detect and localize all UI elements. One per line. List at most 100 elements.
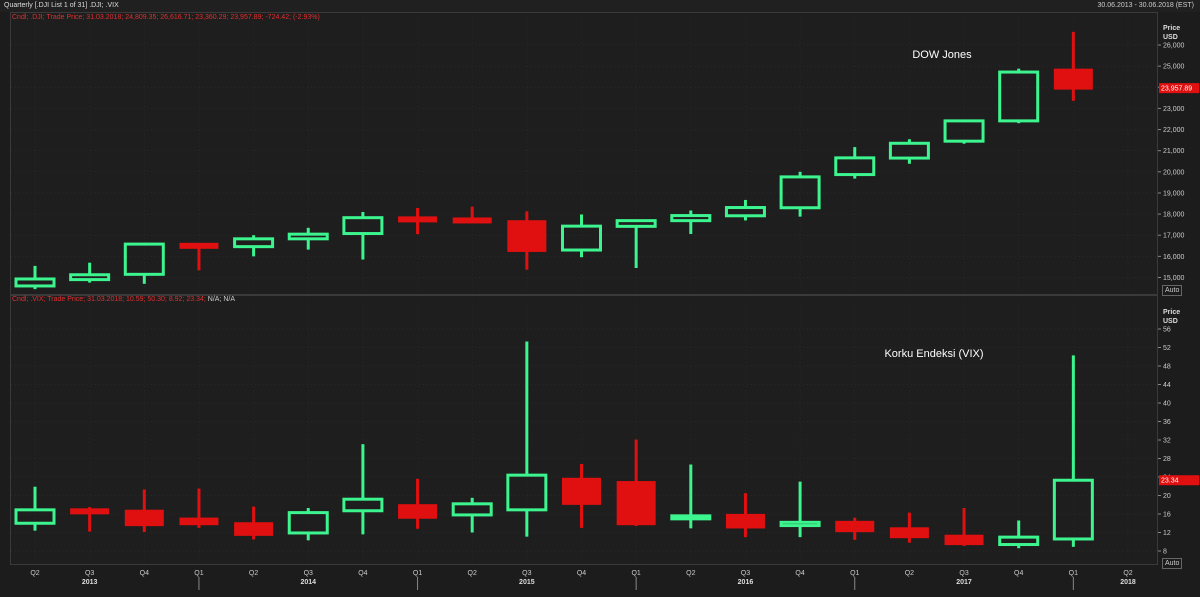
dji-candle-body-down [398, 216, 438, 223]
vix-axis-title-currency: USD [1163, 318, 1178, 325]
vix-y-tick-label: 16 [1163, 512, 1171, 519]
chart-title: Quarterly [.DJI List 1 of 31] .DJI; .VIX [4, 2, 119, 9]
vix-last-price-box [1159, 475, 1199, 486]
vix-candle-body-down [179, 517, 219, 526]
dji-y-tick-label: 17,000 [1163, 233, 1185, 240]
vix-last-price-label: 23.34 [1161, 478, 1179, 485]
x-year-label: 2017 [956, 579, 972, 586]
x-quarter-label: Q1 [194, 570, 203, 577]
vix-y-tick-label: 44 [1163, 382, 1171, 389]
vix-y-tick-label: 56 [1163, 327, 1171, 334]
vix-candle-body-up [14, 508, 56, 525]
x-quarter-label: Q3 [304, 570, 313, 577]
x-quarter-label: Q4 [795, 570, 804, 577]
dji-candle-body-down [507, 220, 547, 252]
vix-candle-body-up [998, 535, 1040, 547]
x-quarter-label: Q2 [905, 570, 914, 577]
vix-candle-body-down [562, 477, 601, 505]
x-year-label: 2013 [82, 579, 98, 586]
vix-candle-body-down [944, 534, 984, 546]
vix-candle-body-down [889, 527, 929, 539]
dji-candle-body-up [888, 141, 930, 160]
x-quarter-label: Q4 [1014, 570, 1023, 577]
x-quarter-label: Q4 [140, 570, 149, 577]
dji-candle-body-down [179, 242, 219, 249]
vix-candle-body-up [287, 511, 329, 535]
vix-legend: Cndl; .VIX; Trade Price; 31.03.2018; 10.… [12, 296, 235, 303]
vix-y-tick-label: 52 [1163, 345, 1171, 352]
dji-y-tick-label: 25,000 [1163, 64, 1185, 71]
x-year-label: 2014 [300, 579, 316, 586]
vix-y-tick-label: 8 [1163, 549, 1167, 556]
vix-candle-body-down [70, 508, 110, 515]
dji-y-tick-label: 23,000 [1163, 106, 1185, 113]
dji-price-axis[interactable] [1158, 12, 1200, 295]
vix-y-tick-label: 36 [1163, 419, 1171, 426]
x-quarter-label: Q1 [631, 570, 640, 577]
vix-candle-body-down [124, 509, 164, 527]
vix-y-tick-label: 32 [1163, 438, 1171, 445]
dji-auto-button[interactable]: Auto [1162, 285, 1183, 296]
vix-candle-body-down [398, 504, 438, 519]
vix-candle-body-up [1052, 478, 1094, 541]
dji-y-tick-label: 19,000 [1163, 190, 1185, 197]
vix-y-tick-label: 40 [1163, 401, 1171, 408]
vix-series-label: Korku Endeksi (VIX) [884, 348, 983, 360]
vix-price-axis[interactable] [1158, 295, 1200, 565]
x-quarter-label: Q3 [959, 570, 968, 577]
x-quarter-label: Q2 [686, 570, 695, 577]
x-quarter-label: Q1 [1069, 570, 1078, 577]
dji-last-price-box [1159, 83, 1199, 94]
dji-candle-body-up [943, 119, 985, 143]
dji-candle-body-up [724, 206, 766, 218]
vix-y-tick-label: 20 [1163, 493, 1171, 500]
x-year-label: 2018 [1120, 579, 1136, 586]
dji-candle-body-up [670, 214, 712, 223]
vix-legend-na: N/A; N/A [207, 296, 235, 303]
vix-auto-button[interactable]: Auto [1162, 558, 1183, 569]
dji-candle-body-down [1053, 68, 1093, 90]
vix-y-tick-label: 12 [1163, 530, 1171, 537]
vix-y-tick-label: 48 [1163, 364, 1171, 371]
vix-candle-body-up [506, 473, 548, 512]
dji-candle-body-up [69, 273, 111, 282]
dji-candle-body-up [233, 237, 275, 249]
dji-y-tick-label: 20,000 [1163, 169, 1185, 176]
vix-legend-values: Cndl; .VIX; Trade Price; 31.03.2018; 10.… [12, 296, 206, 303]
x-quarter-label: Q4 [577, 570, 586, 577]
dji-y-tick-label: 15,000 [1163, 275, 1185, 282]
vix-axis-title-price: Price [1163, 309, 1180, 316]
x-quarter-label: Q1 [413, 570, 422, 577]
dji-y-tick-label: 18,000 [1163, 212, 1185, 219]
dji-candle-body-up [342, 216, 384, 236]
dji-candle-body-up [615, 219, 657, 228]
date-range[interactable]: 30.06.2013 - 30.06.2018 (EST) [1097, 2, 1194, 9]
dji-y-tick-label: 21,000 [1163, 148, 1185, 155]
x-quarter-label: Q3 [741, 570, 750, 577]
x-quarter-label: Q2 [468, 570, 477, 577]
vix-y-tick-label: 28 [1163, 456, 1171, 463]
x-quarter-label: Q1 [850, 570, 859, 577]
x-quarter-label: Q2 [249, 570, 258, 577]
x-quarter-label: Q2 [1123, 570, 1132, 577]
dji-y-tick-label: 16,000 [1163, 254, 1185, 261]
dji-candle-body-up [123, 242, 165, 276]
dji-axis-title-currency: USD [1163, 34, 1178, 41]
x-year-label: 2016 [738, 579, 754, 586]
vix-candle-body-up [342, 497, 384, 513]
vix-candle-body-down [234, 522, 274, 536]
x-year-label: 2015 [519, 579, 535, 586]
x-quarter-label: Q3 [522, 570, 531, 577]
vix-candle-body-down [616, 481, 656, 526]
x-quarter-label: Q2 [30, 570, 39, 577]
dji-last-price-label: 23,957.89 [1161, 86, 1192, 93]
dji-candle-body-up [14, 277, 56, 288]
x-quarter-label: Q4 [358, 570, 367, 577]
dji-candle-body-down [452, 217, 492, 224]
dji-series-label: DOW Jones [912, 49, 972, 61]
x-quarter-label: Q3 [85, 570, 94, 577]
vix-candle-body-down [835, 520, 875, 533]
dji-y-tick-label: 26,000 [1163, 43, 1185, 50]
dji-candle-body-up [779, 175, 821, 210]
dji-axis-title-price: Price [1163, 25, 1180, 32]
